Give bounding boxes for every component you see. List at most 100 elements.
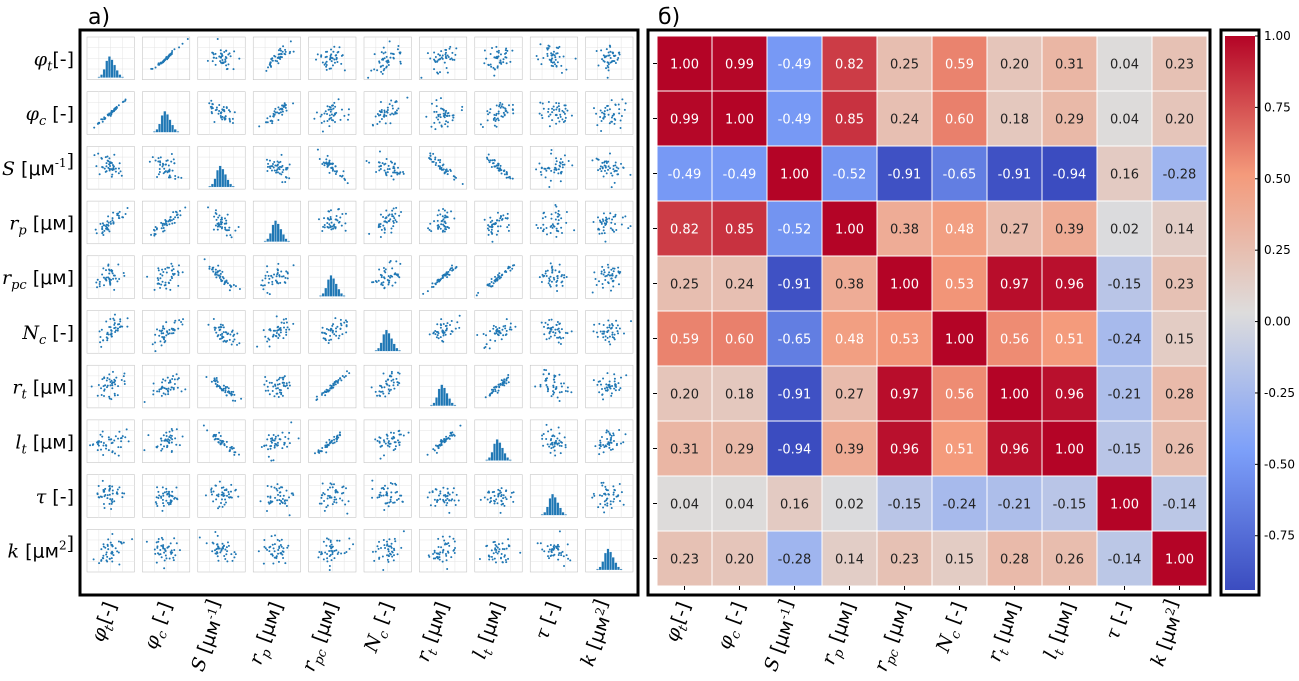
scatter-point <box>447 271 449 273</box>
panel-label-b: б) <box>658 5 680 30</box>
scatter-point <box>285 329 287 331</box>
scatter-point <box>98 384 100 386</box>
scatter-point <box>213 491 215 493</box>
scatter-point <box>384 485 386 487</box>
scatter-point <box>106 377 108 379</box>
scatter-point <box>173 537 175 539</box>
scatter-point <box>348 548 350 550</box>
scatter-point <box>545 176 547 178</box>
scatter-point <box>439 559 441 561</box>
scatter-point <box>383 113 385 115</box>
scatter-point <box>382 391 384 393</box>
scatter-point <box>160 156 162 158</box>
scatter-point <box>387 284 389 286</box>
scatter-point <box>108 157 110 159</box>
scatter-point <box>429 492 431 494</box>
scatter-point <box>375 551 377 553</box>
scatter-point <box>563 121 565 123</box>
scatter-point <box>221 271 223 273</box>
scatter-cell <box>475 365 522 408</box>
histogram-bar <box>272 225 275 242</box>
scatter-point <box>565 222 567 224</box>
scatter-point <box>345 331 347 333</box>
histogram-bar <box>171 125 174 132</box>
scatter-point <box>371 386 373 388</box>
scatter-point <box>380 168 382 170</box>
scatter-point <box>226 107 228 109</box>
scatter-point <box>623 332 625 334</box>
histogram-bar <box>285 239 288 242</box>
scatter-point <box>617 167 619 169</box>
scatter-point <box>283 327 285 329</box>
scatter-point <box>385 383 387 385</box>
scatter-point <box>559 445 561 447</box>
scatter-point <box>550 544 552 546</box>
scatter-point <box>391 162 393 164</box>
scatter-point <box>123 372 125 374</box>
scatter-point <box>446 568 448 570</box>
scatter-point <box>561 171 563 173</box>
scatter-point <box>103 284 105 286</box>
scatter-point <box>327 505 329 507</box>
scatter-point <box>560 116 562 118</box>
scatter-point <box>126 326 128 328</box>
scatter-point <box>447 173 449 175</box>
scatter-point <box>602 218 604 220</box>
scatter-point <box>213 380 215 382</box>
scatter-point <box>329 114 331 116</box>
scatter-point <box>495 390 497 392</box>
scatter-point <box>282 378 284 380</box>
scatter-point <box>282 111 284 113</box>
scatter-point <box>438 494 440 496</box>
scatter-point <box>559 114 561 116</box>
scatter-point <box>443 540 445 542</box>
scatter-point <box>327 105 329 107</box>
scatter-point <box>212 543 214 545</box>
histogram-bar <box>264 241 267 242</box>
scatter-point <box>608 52 610 54</box>
scatter-point <box>547 443 549 445</box>
scatter-point <box>371 488 373 490</box>
scatter-point <box>107 538 109 540</box>
scatter-point <box>334 317 336 319</box>
scatter-point <box>489 339 491 341</box>
scatter-cell <box>419 92 466 135</box>
scatter-point <box>373 68 375 70</box>
scatter-point <box>170 53 172 55</box>
scatter-point <box>553 544 555 546</box>
scatter-point <box>623 167 625 169</box>
scatter-point <box>95 281 97 283</box>
scatter-point <box>610 227 612 229</box>
scatter-point <box>102 121 104 123</box>
scatter-point <box>491 226 493 228</box>
scatter-point <box>384 51 386 53</box>
scatter-point <box>120 541 122 543</box>
scatter-point <box>385 172 387 174</box>
scatter-point <box>565 444 567 446</box>
scatter-point <box>569 559 571 561</box>
scatter-point <box>604 271 606 273</box>
scatter-point <box>261 446 263 448</box>
scatter-point <box>171 435 173 437</box>
scatter-point <box>326 113 328 115</box>
scatter-point <box>322 61 324 63</box>
scatter-point <box>445 169 447 171</box>
scatter-point <box>447 125 449 127</box>
scatter-point <box>556 437 558 439</box>
scatter-point <box>111 174 113 176</box>
scatter-point <box>387 215 389 217</box>
scatter-point <box>503 58 505 60</box>
scatter-point <box>447 495 449 497</box>
scatter-point <box>163 336 165 338</box>
scatter-point <box>435 56 437 58</box>
scatter-point <box>389 122 391 124</box>
scatter-point <box>380 495 382 497</box>
histogram-bar <box>227 180 230 187</box>
scatter-point <box>314 452 316 454</box>
scatter-point <box>97 153 99 155</box>
scatter-point <box>450 556 452 558</box>
scatter-point <box>378 541 380 543</box>
scatter-point <box>160 284 162 286</box>
scatter-cell <box>419 529 466 572</box>
scatter-point <box>394 219 396 221</box>
